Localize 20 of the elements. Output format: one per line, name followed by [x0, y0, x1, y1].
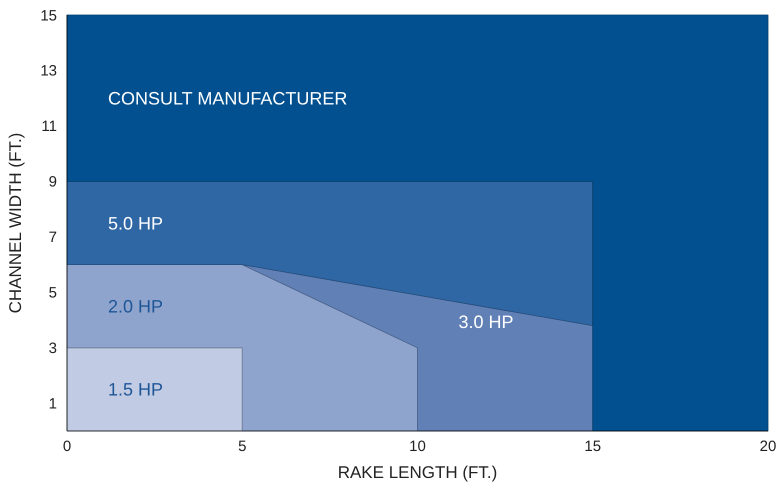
- series-label: 1.5 HP: [108, 380, 164, 400]
- x-tick-label: 20: [760, 438, 776, 455]
- y-tick-label: 1: [48, 396, 57, 413]
- y-tick-label: 13: [40, 62, 57, 80]
- series-label: CONSULT MANUFACTURER: [108, 88, 348, 108]
- y-tick-label: 5: [48, 284, 57, 302]
- series-label: 5.0 HP: [108, 213, 164, 234]
- y-axis-title: CHANNEL WIDTH (FT.): [6, 132, 25, 314]
- series-label: 3.0 HP: [458, 312, 514, 332]
- x-axis-title: RAKE LENGTH (FT.): [338, 463, 498, 482]
- x-tick-label: 5: [238, 438, 246, 455]
- y-tick-label: 15: [40, 7, 57, 24]
- y-tick-label: 7: [48, 229, 57, 246]
- x-tick-label: 0: [62, 438, 72, 455]
- y-tick-label: 11: [41, 118, 57, 136]
- x-tick-label: 15: [584, 438, 602, 455]
- y-tick-label: 3: [48, 340, 57, 358]
- series-label: 2.0 HP: [108, 296, 164, 316]
- y-tick-label: 9: [48, 174, 57, 191]
- x-tick-label: 10: [409, 438, 426, 455]
